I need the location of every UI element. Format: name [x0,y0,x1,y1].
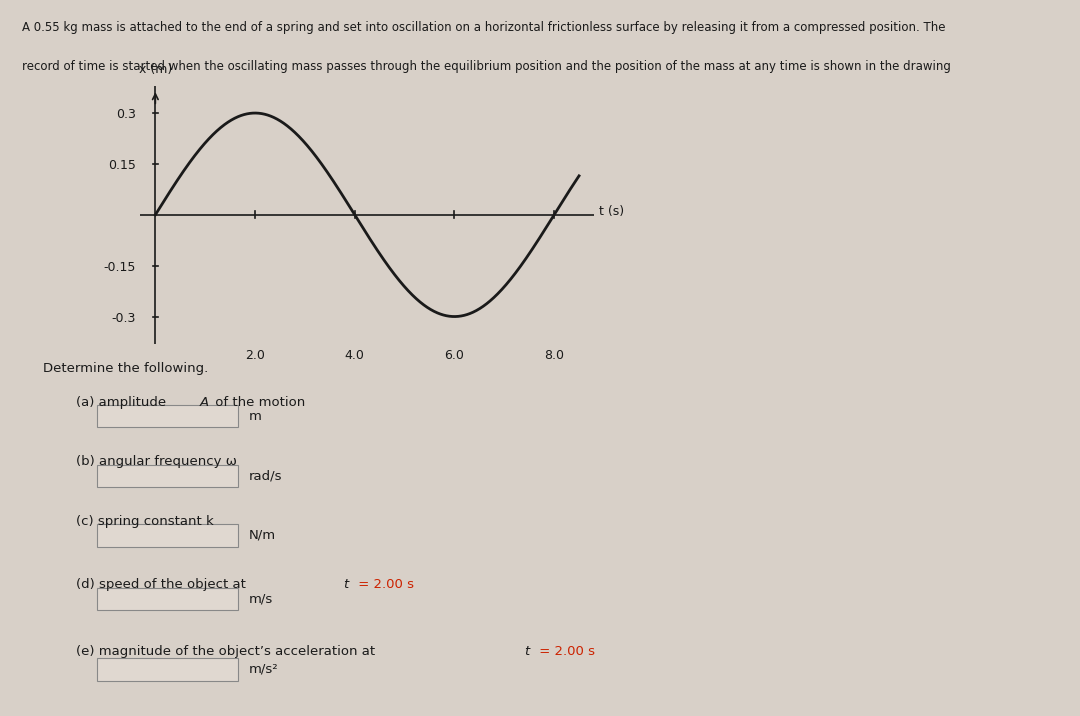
Text: A: A [200,396,208,409]
Text: (d) speed of the object at: (d) speed of the object at [76,579,254,591]
Text: t: t [524,645,529,658]
FancyBboxPatch shape [97,405,238,427]
Text: (b) angular frequency ω: (b) angular frequency ω [76,455,237,468]
Text: = 2.00 s: = 2.00 s [354,579,415,591]
Text: (a) amplitude: (a) amplitude [76,396,170,409]
Text: t: t [343,579,349,591]
Text: (e) magnitude of the object’s acceleration at: (e) magnitude of the object’s accelerati… [76,645,383,658]
Text: Determine the following.: Determine the following. [43,362,208,375]
FancyBboxPatch shape [97,658,238,681]
Text: record of time is started when the oscillating mass passes through the equilibri: record of time is started when the oscil… [22,60,950,73]
Text: of the motion: of the motion [211,396,305,409]
Text: t (s): t (s) [599,205,624,218]
Text: rad/s: rad/s [248,470,282,483]
Text: x (m): x (m) [138,63,172,76]
Text: N/m: N/m [248,529,275,542]
Text: (c) spring constant k: (c) spring constant k [76,515,214,528]
Text: = 2.00 s: = 2.00 s [535,645,595,658]
Text: m/s²: m/s² [248,663,278,676]
Text: m: m [248,410,261,422]
FancyBboxPatch shape [97,588,238,610]
Text: m/s: m/s [248,592,272,605]
FancyBboxPatch shape [97,524,238,546]
FancyBboxPatch shape [97,465,238,487]
Text: A 0.55 kg mass is attached to the end of a spring and set into oscillation on a : A 0.55 kg mass is attached to the end of… [22,21,945,34]
